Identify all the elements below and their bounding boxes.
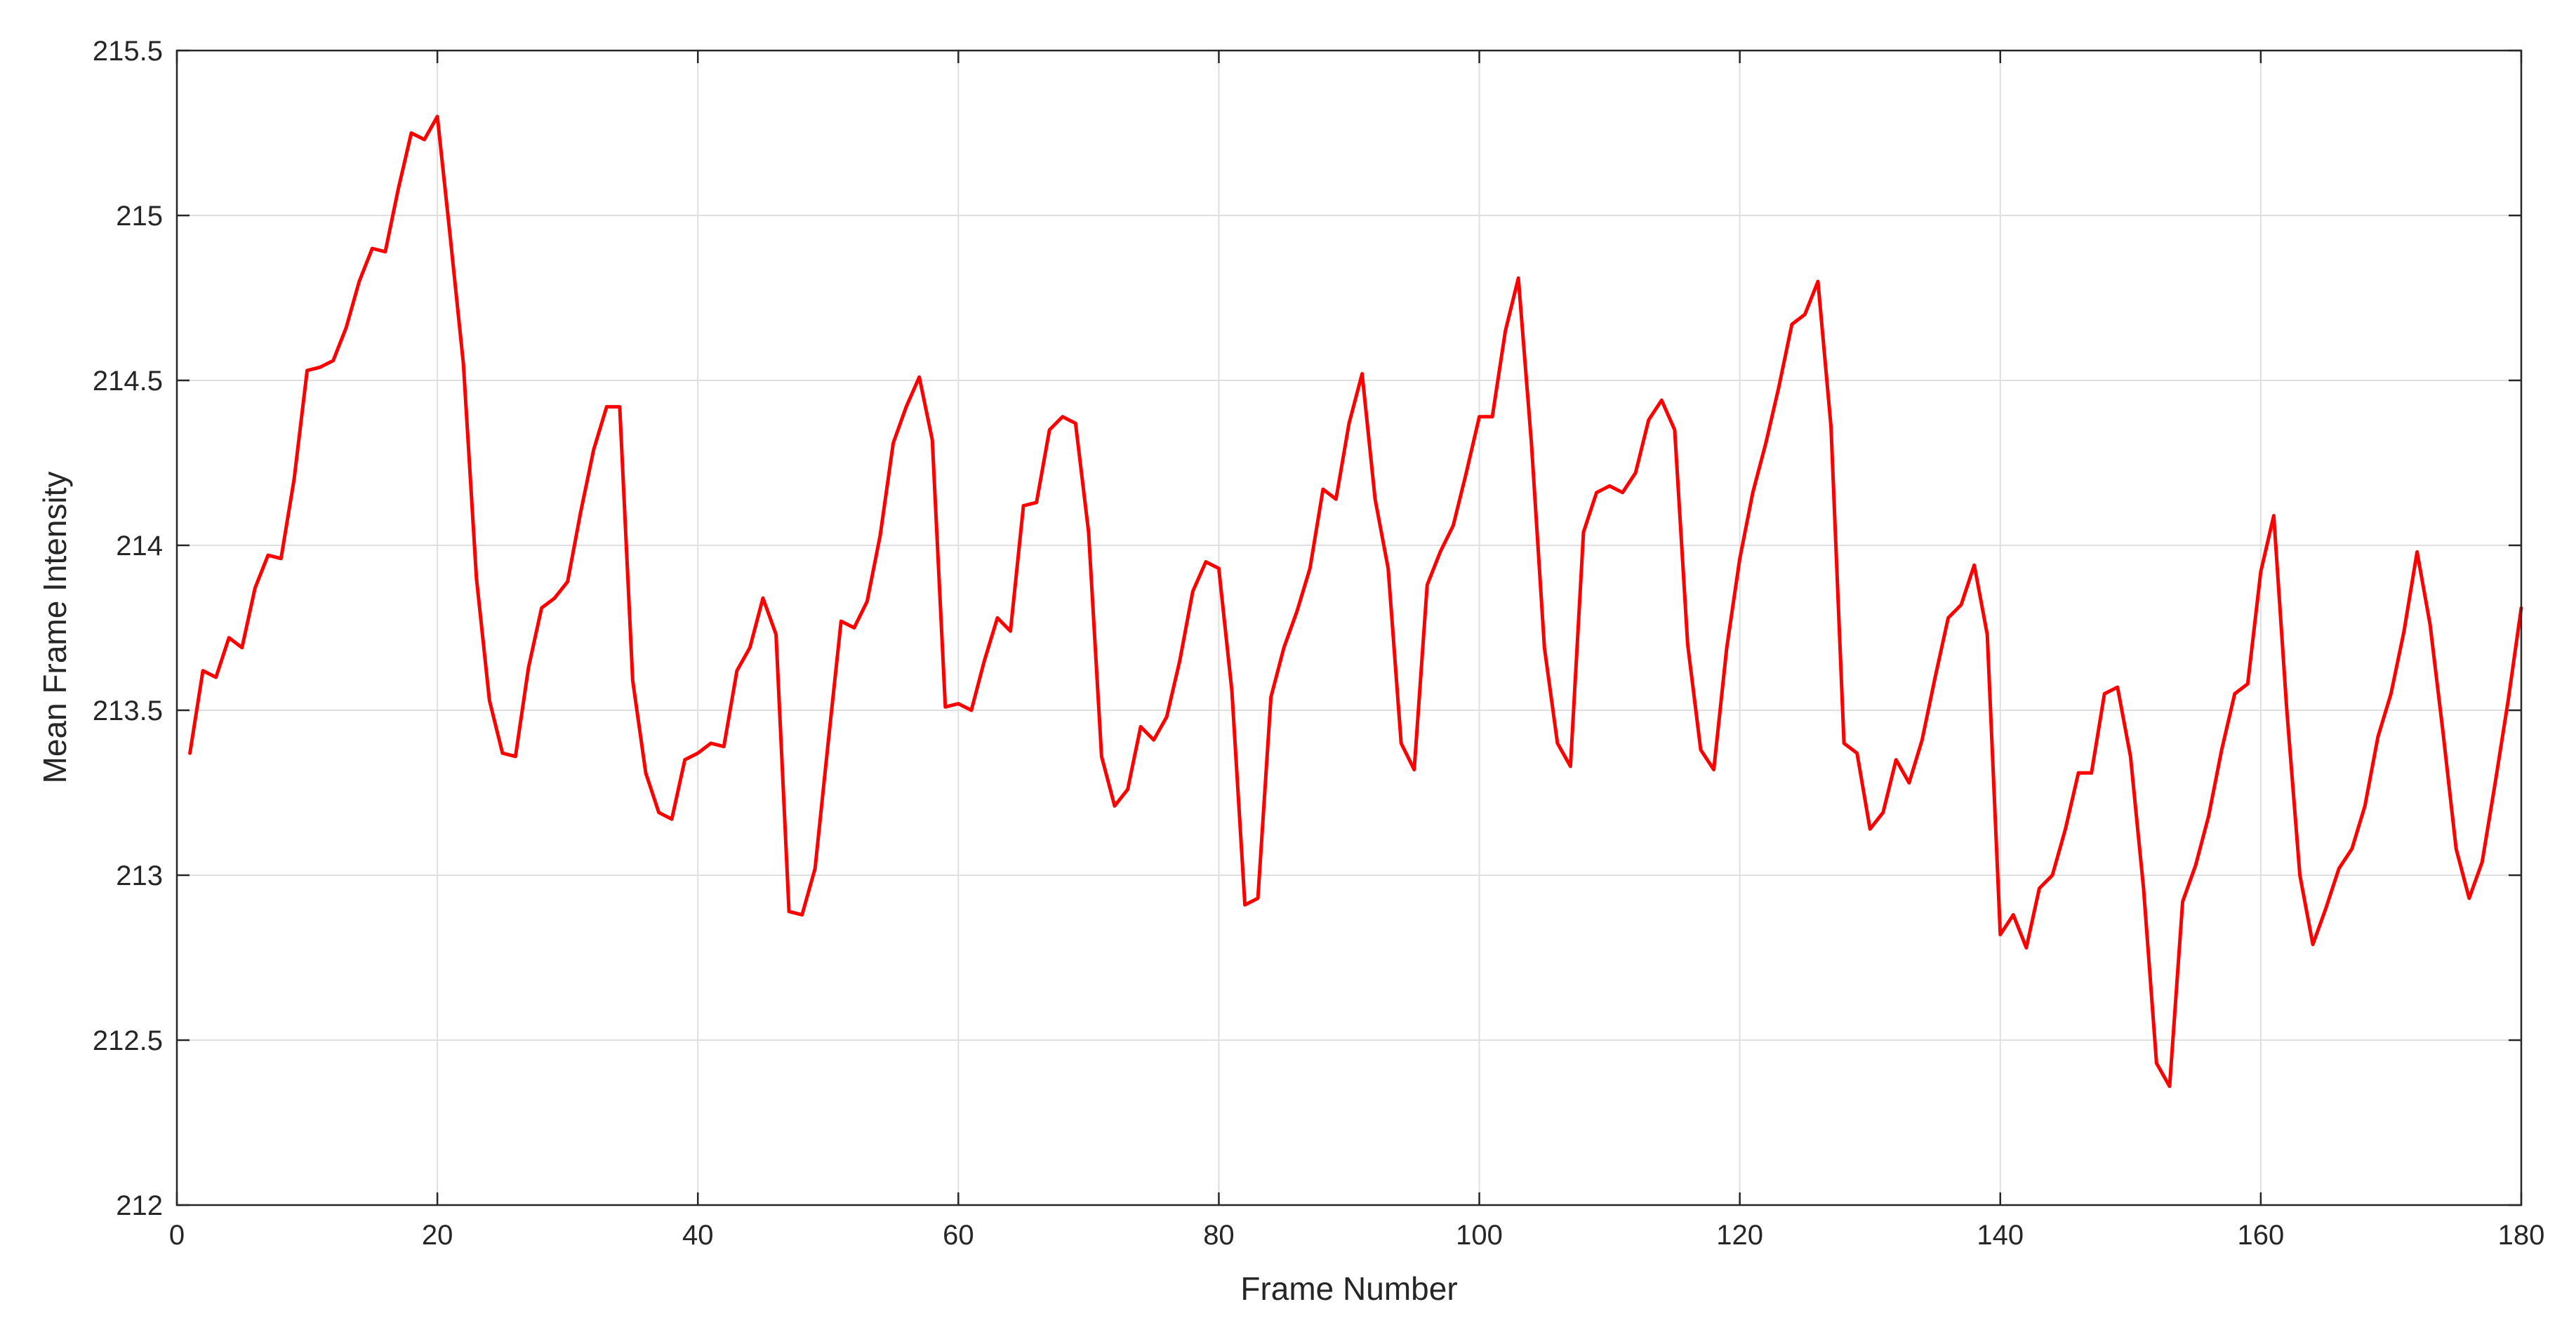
y-tick-label: 212.5 [93,1025,163,1056]
x-tick-label: 160 [2238,1220,2285,1251]
y-tick-label: 213 [116,860,163,891]
series-line [188,114,2523,1089]
y-tick-label: 213.5 [93,696,163,726]
y-tick-label: 214 [116,531,163,561]
x-tick-label: 140 [1977,1220,2024,1251]
x-tick-label: 40 [682,1220,714,1251]
y-tick-labels: 212 212.5 213 213.5 214 214.5 215 215.5 [93,36,163,1221]
grid-lines [177,51,2521,1205]
x-tick-label: 80 [1203,1220,1235,1251]
x-tick-label: 60 [943,1220,974,1251]
y-tick-label: 215 [116,201,163,232]
x-tick-label: 20 [422,1220,453,1251]
y-tick-label: 215.5 [93,36,163,67]
y-tick-label: 212 [116,1190,163,1221]
x-tick-label: 0 [169,1220,185,1251]
series-layer [188,114,2523,1089]
y-axis-label: Mean Frame Intensity [36,472,73,784]
x-tick-label: 120 [1716,1220,1763,1251]
y-tick-label: 214.5 [93,366,163,397]
x-axis-label: Frame Number [1240,1270,1457,1307]
x-tick-label: 100 [1456,1220,1503,1251]
x-tick-labels: 0 20 40 60 80 100 120 140 160 180 [169,1220,2545,1251]
axis-ticks [175,49,2523,1206]
plot-frame [175,49,2523,1206]
x-tick-label: 180 [2498,1220,2545,1251]
plot-background [177,51,2521,1205]
